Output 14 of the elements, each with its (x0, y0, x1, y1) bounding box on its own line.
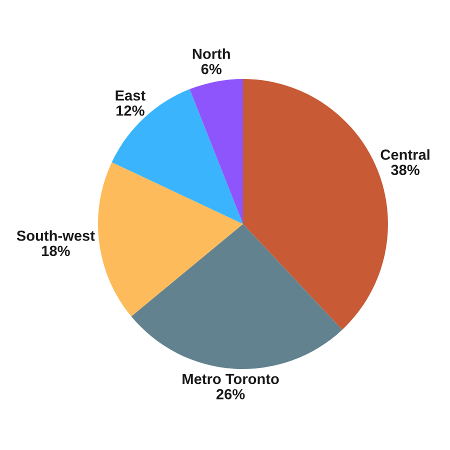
pie-slice (112, 89, 243, 224)
data-label: 18% (42, 246, 70, 256)
data-label: 6% (201, 64, 222, 74)
data-label: 26% (216, 389, 245, 400)
pie-slice (98, 162, 243, 316)
slice-label: North (192, 48, 230, 60)
slice-label: Metro Toronto (182, 374, 279, 384)
data-label: 12% (116, 106, 144, 116)
data-label: 38% (391, 164, 420, 176)
slice-label: East (116, 90, 146, 101)
pie-slice (190, 79, 243, 224)
pie-slice (131, 224, 342, 369)
slice-label: Central (380, 149, 430, 160)
slice-label: South-west (16, 230, 95, 241)
